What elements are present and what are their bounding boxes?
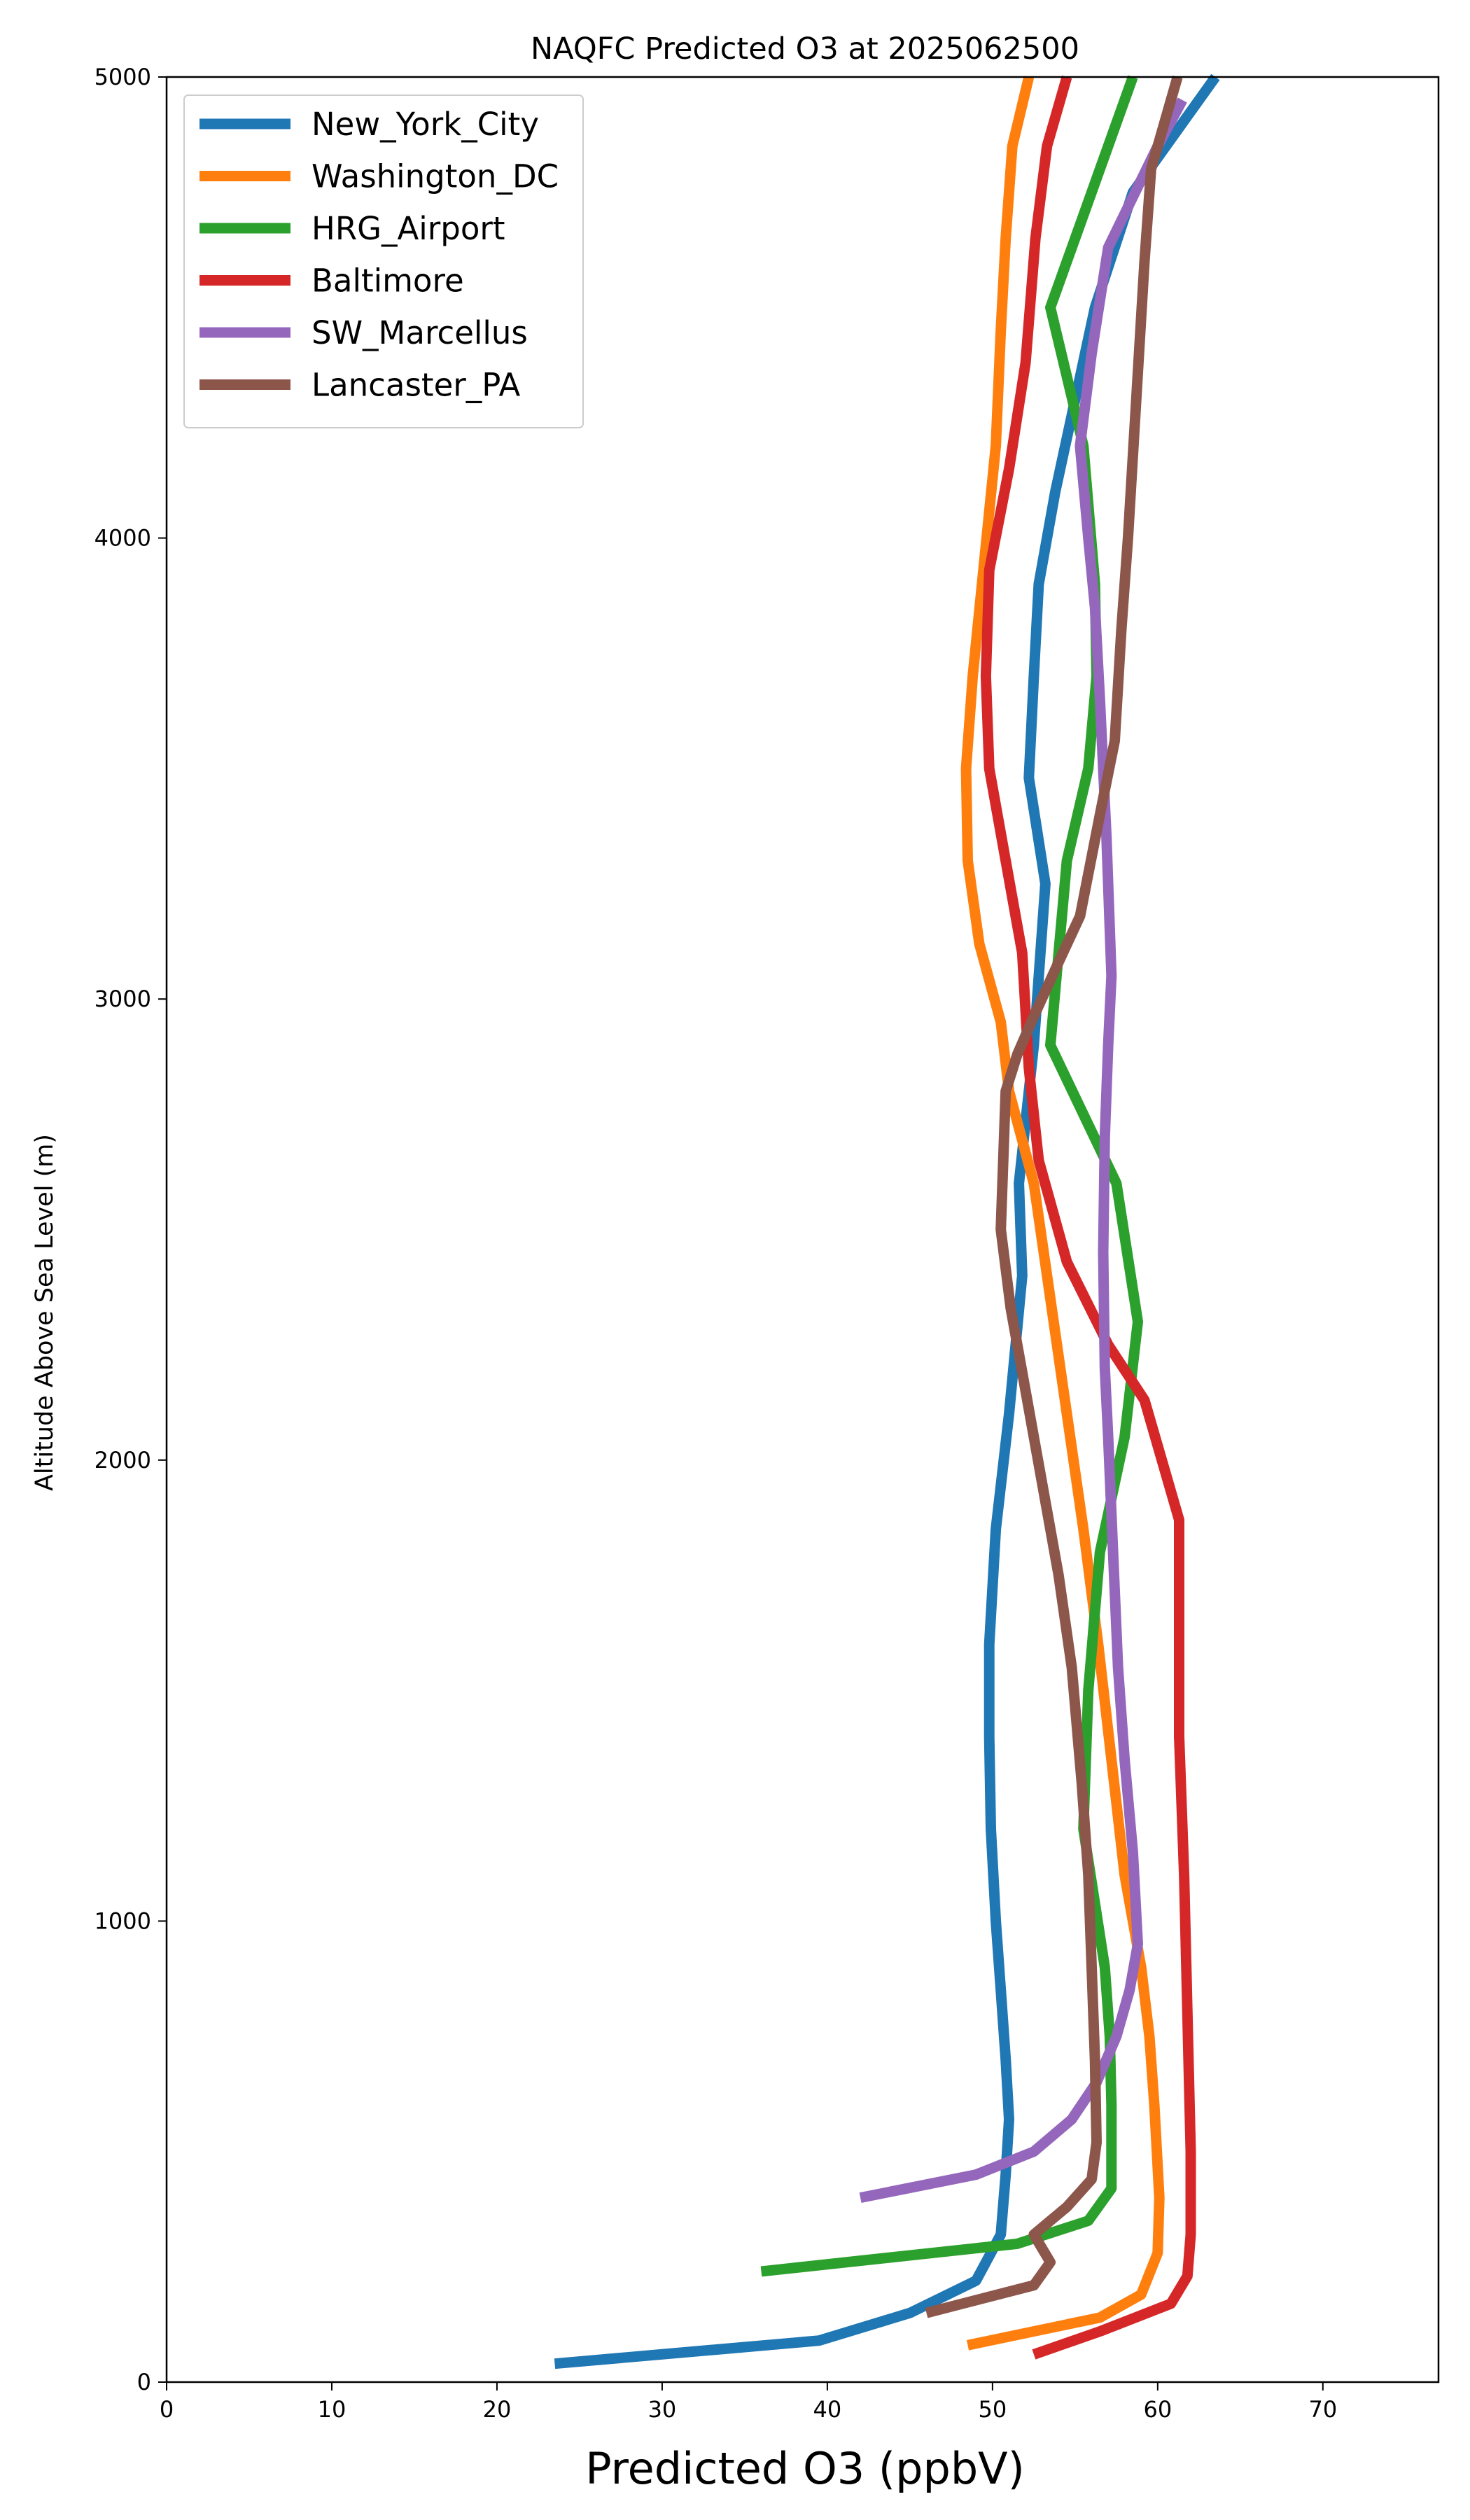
x-tick-label: 30 xyxy=(648,2396,677,2423)
x-tick-label: 50 xyxy=(979,2396,1007,2423)
x-tick-label: 60 xyxy=(1143,2396,1172,2423)
x-axis-label: Predicted O3 (ppbV) xyxy=(585,2443,1025,2494)
series-layer xyxy=(554,74,1220,2370)
x-tick-label: 20 xyxy=(483,2396,512,2423)
legend-label: SW_Marcellus xyxy=(312,314,528,351)
y-tick-label: 0 xyxy=(137,2369,151,2395)
y-axis-label: Altitude Above Sea Level (m) xyxy=(31,1134,59,1491)
legend-label: Washington_DC xyxy=(312,158,559,195)
series-line-lancaster-pa xyxy=(925,75,1183,2318)
y-tick-label: 5000 xyxy=(94,64,151,90)
plot-frame xyxy=(165,76,1440,2384)
x-tick-label: 70 xyxy=(1308,2396,1337,2423)
y-tick-label: 4000 xyxy=(94,525,151,552)
chart-title: NAQFC Predicted O3 at 2025062500 xyxy=(531,31,1079,66)
series-line-washington-dc xyxy=(960,76,1165,2351)
x-tick-label: 40 xyxy=(813,2396,842,2423)
y-tick-label: 3000 xyxy=(94,986,151,1012)
legend-label: Baltimore xyxy=(312,262,464,300)
y-tick-label: 1000 xyxy=(94,1907,151,1934)
y-tick-label: 2000 xyxy=(94,1447,151,1474)
x-axis: 0 10 20 30 40 50 60 70 xyxy=(160,2382,1337,2423)
x-tick-label: 10 xyxy=(318,2396,346,2423)
series-line-new-york-city xyxy=(554,74,1220,2370)
y-axis: 0 1000 2000 3000 4000 5000 xyxy=(94,64,167,2395)
legend: New_York_City Washington_DC HRG_Airport Bal… xyxy=(183,94,584,428)
legend-label: HRG_Airport xyxy=(312,210,505,247)
series-line-sw-marcellus xyxy=(859,97,1187,2203)
legend-label: New_York_City xyxy=(312,106,539,143)
x-tick-label: 0 xyxy=(160,2396,174,2423)
legend-label: Lancaster_PA xyxy=(312,367,521,404)
series-line-baltimore xyxy=(980,75,1196,2360)
